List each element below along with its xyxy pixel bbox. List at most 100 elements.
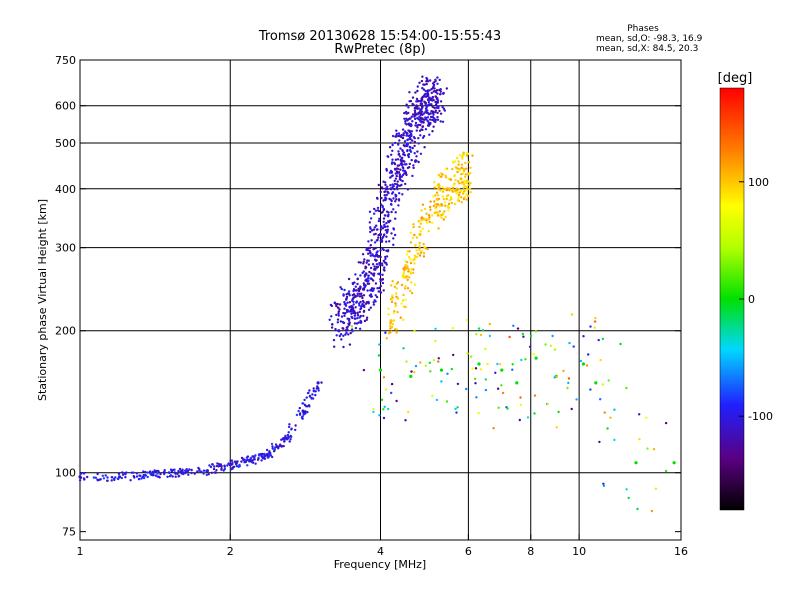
- echo-point: [202, 469, 206, 472]
- echo-point: [185, 468, 188, 471]
- echo-point: [462, 151, 465, 154]
- echo-point: [411, 174, 414, 178]
- echo-point: [405, 143, 408, 147]
- echo-point: [429, 208, 432, 211]
- echo-point: [445, 188, 449, 192]
- echo-point: [664, 421, 668, 425]
- echo-point: [394, 172, 397, 175]
- echo-point: [359, 300, 362, 304]
- echo-point: [589, 388, 592, 391]
- echo-point: [370, 239, 373, 242]
- echo-point: [229, 459, 232, 463]
- echo-point: [431, 394, 434, 398]
- echo-point: [407, 106, 410, 109]
- echo-point: [376, 238, 379, 242]
- echo-point: [298, 413, 302, 416]
- echo-point: [392, 243, 395, 246]
- echo-point: [124, 476, 127, 479]
- echo-point: [437, 357, 440, 360]
- echo-point: [447, 206, 450, 209]
- echo-point: [396, 180, 399, 183]
- echo-point: [442, 218, 445, 221]
- echo-point: [479, 368, 482, 371]
- echo-point: [385, 255, 389, 258]
- echo-point: [188, 468, 191, 471]
- echo-point: [409, 149, 412, 152]
- echo-point: [294, 428, 297, 432]
- echo-point: [354, 289, 357, 292]
- echo-point: [420, 209, 423, 212]
- echo-point: [213, 465, 216, 468]
- echo-point: [366, 282, 369, 285]
- echo-point: [391, 323, 394, 326]
- echo-point: [391, 158, 394, 161]
- echo-point: [363, 319, 367, 323]
- echo-point: [437, 197, 441, 201]
- echo-point: [413, 140, 416, 144]
- echo-point: [403, 117, 406, 121]
- echo-point: [447, 177, 451, 181]
- echo-point: [390, 232, 393, 235]
- echo-point: [426, 111, 429, 115]
- echo-point: [646, 447, 649, 450]
- echo-point: [340, 338, 343, 341]
- echo-point: [385, 231, 389, 234]
- echo-point: [387, 332, 391, 335]
- echo-point: [396, 297, 400, 300]
- echo-point: [393, 187, 396, 191]
- echo-point: [414, 364, 418, 368]
- echo-point: [185, 470, 188, 473]
- echo-point: [252, 455, 255, 458]
- echo-point: [394, 135, 397, 138]
- echo-point: [439, 112, 443, 115]
- echo-point: [408, 250, 411, 253]
- echo-point: [314, 393, 317, 397]
- echo-point: [380, 211, 383, 214]
- echo-point: [181, 468, 184, 471]
- echo-point: [395, 170, 399, 173]
- echo-point: [455, 411, 458, 414]
- echo-point: [374, 300, 377, 303]
- echo-point: [496, 387, 500, 390]
- echo-point: [412, 271, 415, 275]
- data-point: [378, 368, 383, 372]
- echo-point: [336, 318, 340, 321]
- echo-point: [501, 391, 505, 395]
- echo-point: [424, 128, 428, 131]
- echo-point: [376, 287, 379, 290]
- echo-point: [426, 98, 430, 102]
- echo-point: [163, 469, 166, 472]
- echo-point: [367, 240, 370, 243]
- echo-point: [453, 202, 457, 206]
- echo-point: [416, 150, 419, 153]
- echo-point: [439, 88, 442, 91]
- echo-point: [390, 391, 393, 395]
- echo-point: [407, 268, 410, 271]
- echo-point: [437, 106, 440, 110]
- echo-point: [288, 440, 291, 443]
- echo-point: [190, 471, 193, 475]
- echo-point: [384, 257, 387, 261]
- echo-point: [405, 253, 409, 256]
- echo-point: [404, 298, 407, 301]
- echo-point: [405, 134, 408, 137]
- echo-point: [396, 281, 400, 284]
- echo-point: [373, 265, 376, 268]
- echo-point: [469, 171, 472, 175]
- echo-point: [393, 182, 397, 186]
- echo-point: [441, 195, 445, 198]
- echo-point: [401, 156, 404, 160]
- echo-point: [339, 320, 342, 323]
- echo-point: [392, 319, 396, 322]
- echo-point: [370, 229, 374, 232]
- points-layer: [78, 75, 676, 513]
- echo-point: [471, 154, 474, 157]
- echo-point: [328, 318, 331, 321]
- echo-point: [433, 181, 436, 184]
- echo-point: [375, 224, 378, 227]
- echo-point: [404, 182, 407, 186]
- echo-point: [403, 160, 406, 163]
- echo-point: [390, 382, 394, 386]
- echo-point: [412, 164, 415, 167]
- echo-point: [373, 226, 376, 229]
